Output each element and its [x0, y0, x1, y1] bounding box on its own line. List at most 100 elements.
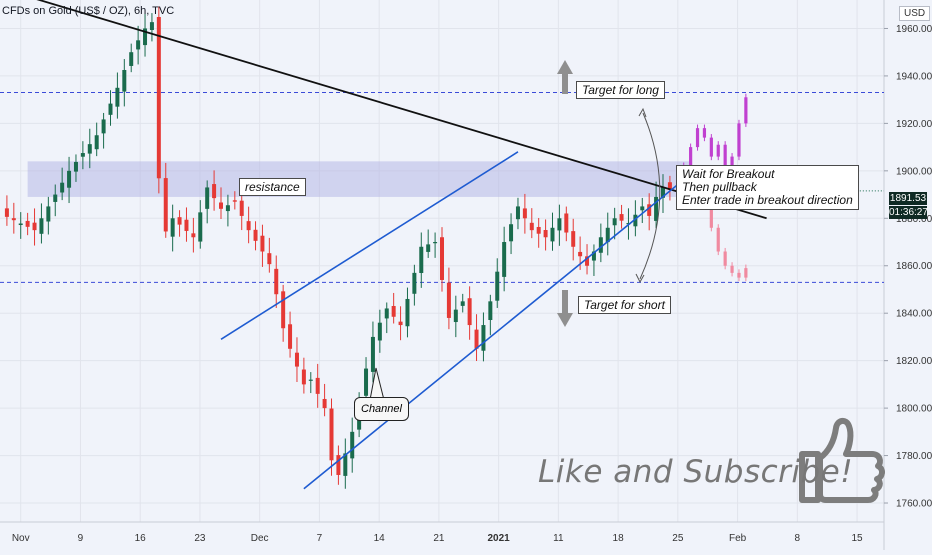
instruction-line: Wait for Breakout — [682, 167, 775, 181]
x-tick-label: 15 — [852, 533, 864, 544]
candle-body — [495, 271, 500, 301]
candle-body — [143, 28, 148, 46]
curved-double-arrow — [639, 112, 661, 280]
candle-body — [163, 178, 168, 232]
x-tick-label: 25 — [672, 533, 684, 544]
candle-body — [619, 214, 624, 221]
candle-body — [488, 301, 493, 321]
x-tick-label: 9 — [78, 533, 84, 544]
projection-long-bar — [716, 144, 720, 157]
y-tick-label: 1860.00 — [896, 261, 932, 272]
candle-body — [267, 253, 272, 265]
candle-body — [46, 206, 51, 222]
candle-body — [53, 194, 58, 202]
candle-body — [246, 221, 251, 231]
candle-body — [149, 22, 154, 31]
projection-short-bar — [716, 227, 720, 252]
candle-body — [591, 251, 596, 261]
candle-body — [578, 251, 583, 257]
x-tick-label: 18 — [613, 533, 625, 544]
candle-body — [412, 272, 417, 294]
candle-body — [612, 218, 617, 226]
y-tick-label: 1880.00 — [896, 214, 932, 225]
projection-short-bar — [730, 265, 734, 273]
candle-body — [108, 103, 113, 115]
candle-body — [522, 208, 527, 219]
channel-callout: Channel — [354, 397, 409, 421]
projection-short-bar — [723, 251, 727, 266]
candle-body — [274, 268, 279, 295]
target-long-label: Target for long — [576, 81, 665, 99]
x-tick-label: 11 — [553, 533, 564, 544]
curved-arrow-head-top — [638, 107, 647, 118]
x-tick-label: 2021 — [488, 533, 511, 544]
candle-body — [654, 196, 659, 221]
y-tick-label: 1900.00 — [896, 166, 932, 177]
projection-long-bar — [730, 156, 734, 171]
candle-body — [598, 237, 603, 253]
y-tick-label: 1780.00 — [896, 451, 932, 462]
candle-body — [11, 218, 16, 221]
chart-title: CFDs on Gold (US$ / OZ), 6h, TVC — [2, 5, 175, 17]
candle-body — [405, 298, 410, 327]
candle-body — [191, 233, 196, 238]
y-tick-label: 1760.00 — [896, 499, 932, 510]
candle-body — [87, 144, 92, 154]
candle-body — [571, 231, 576, 247]
last-price-label: 1891.53 — [889, 192, 927, 205]
countdown-label: 01:36:27 — [889, 206, 928, 219]
thumbs-up-outline — [799, 418, 885, 503]
candle-body — [419, 246, 424, 274]
candle-body — [80, 153, 85, 157]
candle-body — [426, 244, 431, 252]
candle-body — [32, 222, 37, 231]
candle-body — [18, 223, 23, 226]
projection-long-bar — [709, 137, 713, 157]
candle-body — [94, 135, 99, 150]
candle-body — [398, 321, 403, 326]
x-tick-label: Nov — [12, 533, 30, 544]
candle-body — [136, 40, 141, 50]
y-tick-label: 1820.00 — [896, 356, 932, 367]
candle-body — [350, 431, 355, 459]
candle-body — [281, 291, 286, 329]
x-tick-label: 8 — [795, 533, 801, 544]
resistance-label: resistance — [239, 178, 306, 196]
candle-body — [384, 308, 389, 319]
candle-body — [536, 226, 541, 234]
candle-body — [253, 229, 258, 241]
projection-short-bar — [744, 268, 748, 278]
candle-body — [294, 352, 299, 367]
candle-body — [661, 187, 665, 198]
short-arrow-head — [557, 313, 573, 327]
long-arrow-shaft — [562, 72, 568, 94]
x-tick-label: 23 — [194, 533, 206, 544]
x-tick-label: 14 — [374, 533, 386, 544]
candle-body — [288, 324, 293, 349]
candle-body — [453, 309, 458, 323]
candle-body — [336, 455, 341, 475]
short-arrow-shaft — [562, 290, 568, 314]
currency-button[interactable]: USD — [899, 6, 931, 21]
candle-body — [205, 187, 210, 209]
candle-body — [219, 202, 223, 209]
candle-body — [467, 298, 472, 326]
x-tick-label: 7 — [317, 533, 323, 544]
candle-body — [212, 184, 217, 199]
candle-body — [647, 204, 652, 216]
channel-upper-line — [220, 151, 519, 340]
candle-body — [370, 336, 375, 372]
candle-body — [122, 69, 127, 92]
target-short-label: Target for short — [578, 296, 671, 314]
candle-body — [474, 329, 479, 349]
y-tick-label: 1940.00 — [896, 71, 932, 82]
descending-trendline — [36, 0, 767, 220]
candle-body — [509, 224, 514, 242]
thumbs-up-icon — [799, 418, 885, 503]
candle-body — [343, 453, 348, 476]
x-tick-label: Feb — [729, 533, 747, 544]
candle-body — [156, 17, 161, 179]
candle-body — [232, 200, 237, 202]
